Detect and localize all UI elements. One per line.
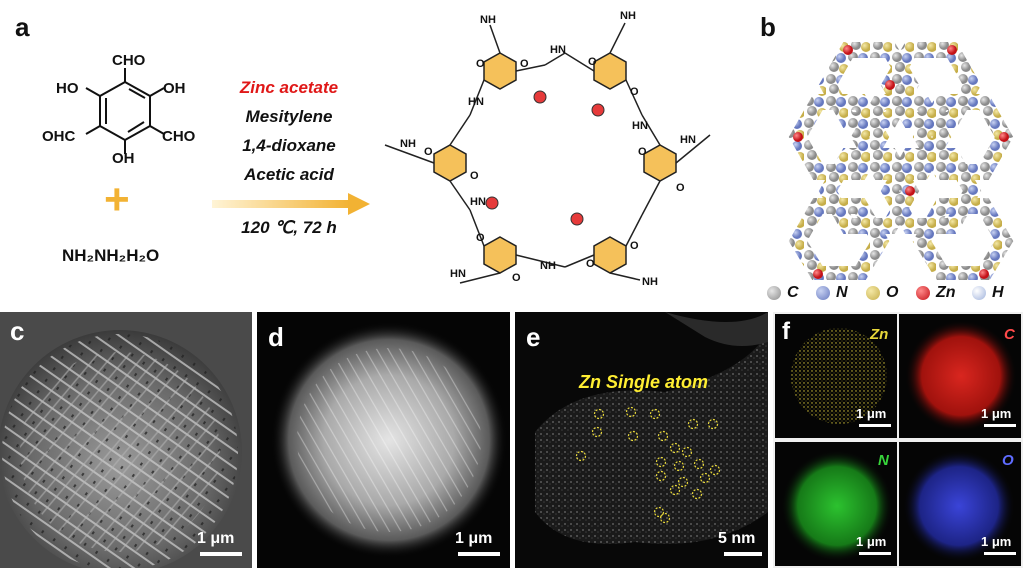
eds-tag-n: N [878, 452, 889, 469]
legend-zinc: Zn [916, 284, 956, 302]
legend-zinc-label: Zn [936, 284, 956, 301]
legend-carbon-label: C [787, 284, 799, 301]
svg-text:NH: NH [642, 276, 658, 288]
ho-left-label: HO [56, 80, 79, 97]
svg-text:O: O [424, 146, 433, 158]
reaction-conditions: Zinc acetate Mesitylene 1,4-dioxane Acet… [214, 78, 364, 185]
svg-text:O: O [586, 258, 595, 270]
scale-bar-e [724, 552, 762, 556]
haadf-image-panel [257, 312, 510, 568]
panel-label-a: a [15, 12, 30, 42]
eds-tag-zn: Zn [870, 326, 889, 343]
svg-text:O: O [630, 86, 639, 98]
eds-tag-c: C [1004, 326, 1015, 343]
plus-sign: + [104, 175, 130, 224]
atomic-resolution-image [515, 312, 768, 568]
svg-text:HN: HN [450, 268, 466, 280]
legend-hydrogen: H [972, 284, 1004, 302]
legend-hydrogen-label: H [992, 284, 1004, 301]
zn-single-atom-label: Zn Single atom [579, 372, 709, 392]
scale-text-f-zn: 1 μm [856, 406, 887, 421]
svg-text:O: O [512, 272, 521, 284]
eds-map-n [775, 442, 897, 566]
acid-text: Acetic acid [244, 165, 334, 184]
sem-image-panel [0, 312, 252, 568]
cof-framework-structure: NH NH HN HN HN NH HN HN NH HN NH O O O O O O O O O O O… [384, 10, 711, 288]
scale-text-f-n: 1 μm [856, 534, 887, 549]
temp-time-text: 120 ℃, 72 h [241, 218, 337, 237]
scale-text-e: 5 nm [718, 530, 756, 547]
svg-text:NH: NH [620, 10, 636, 22]
svg-text:NH: NH [400, 138, 416, 150]
sem-flower-image [0, 312, 252, 568]
zinc-atom-icon [916, 286, 930, 300]
oxygen-atom-icon [866, 286, 880, 300]
legend-nitrogen: N [816, 284, 848, 302]
c-distribution-image [905, 320, 1017, 432]
cof-space-filling-model [788, 42, 1014, 280]
cho-top-label: CHO [112, 52, 146, 69]
scale-text-f-c: 1 μm [981, 406, 1012, 421]
carbon-atom-icon [767, 286, 781, 300]
panel-label-c: c [10, 316, 25, 346]
svg-text:HN: HN [468, 96, 484, 108]
legend-oxygen-label: O [886, 284, 899, 301]
eds-tag-o: O [1002, 452, 1014, 469]
svg-text:O: O [630, 240, 639, 252]
scale-bar-f-n [859, 552, 891, 555]
legend-nitrogen-label: N [836, 284, 848, 301]
svg-text:HN: HN [470, 196, 486, 208]
oh-bottom-label: OH [112, 150, 135, 167]
svg-text:O: O [470, 170, 479, 182]
scale-text-c: 1 μm [197, 530, 235, 547]
svg-text:O: O [520, 58, 529, 70]
panel-label-b: b [760, 12, 776, 42]
ohc-left-label: OHC [42, 128, 76, 145]
reaction-arrow [212, 193, 370, 215]
o-distribution-image [903, 450, 1015, 562]
scale-bar-d [458, 552, 500, 556]
svg-text:HN: HN [680, 134, 696, 146]
eds-map-o [899, 442, 1021, 566]
cho-right-label: CHO [162, 128, 196, 145]
ac-haadf-image-panel [515, 312, 768, 568]
panel-label-f: f [782, 318, 790, 345]
legend-carbon: C [767, 284, 799, 302]
eds-map-c [899, 314, 1021, 438]
svg-text:HN: HN [550, 44, 566, 56]
scale-bar-f-c [984, 424, 1016, 427]
hydrazine-label: NH₂NH₂H₂O [62, 246, 160, 265]
n-distribution-image [781, 450, 893, 562]
scale-bar-f-o [984, 552, 1016, 555]
svg-text:HN: HN [632, 120, 648, 132]
zn-distribution-image [791, 328, 887, 424]
trihydroxy-tricarbaldehyde-structure [85, 68, 165, 154]
nitrogen-atom-icon [816, 286, 830, 300]
scale-text-d: 1 μm [455, 530, 493, 547]
svg-text:O: O [476, 58, 485, 70]
svg-text:O: O [588, 56, 597, 68]
svg-text:O: O [476, 232, 485, 244]
solvent1-text: Mesitylene [245, 107, 333, 126]
catalyst-text: Zinc acetate [239, 78, 339, 97]
scale-bar-c [200, 552, 242, 556]
oh-right-label: OH [163, 80, 186, 97]
eds-map-zn [775, 314, 897, 438]
scale-text-f-o: 1 μm [981, 534, 1012, 549]
svg-text:O: O [676, 182, 685, 194]
panel-label-d: d [268, 322, 284, 352]
panel-label-e: e [526, 322, 541, 352]
haadf-flower-image [257, 312, 510, 568]
legend-oxygen: O [866, 284, 898, 302]
svg-text:NH: NH [480, 14, 496, 26]
hydrogen-atom-icon [972, 286, 986, 300]
svg-text:O: O [638, 146, 647, 158]
svg-text:NH: NH [540, 260, 556, 272]
scale-bar-f-zn [859, 424, 891, 427]
solvent2-text: 1,4-dioxane [242, 136, 336, 155]
